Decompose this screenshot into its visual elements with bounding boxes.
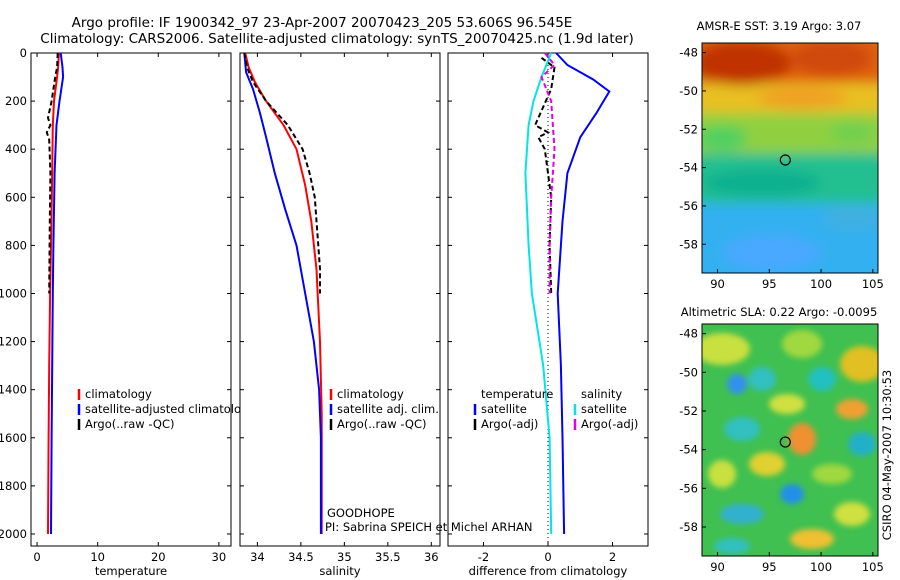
series-line <box>243 52 322 534</box>
x-tick-label: 20 <box>151 550 166 564</box>
x-tick-label: 90 <box>710 277 725 291</box>
y-tick-label: -48 <box>679 46 698 60</box>
legend-label: Argo(..raw -QC) <box>337 417 427 431</box>
y-tick-label: 1400 <box>0 383 27 397</box>
y-tick-label: -54 <box>679 443 698 457</box>
y-tick-label: 1000 <box>0 286 27 300</box>
series-line <box>47 52 60 535</box>
x-tick-label: 35.5 <box>375 550 401 564</box>
legend-label: climatology <box>337 387 404 401</box>
plot-frame <box>447 52 649 547</box>
series-line <box>555 52 611 535</box>
x-tick-label: 34.5 <box>288 550 314 564</box>
timestamp-label: CSIRO 04-May-2007 10:30:53 <box>880 370 894 541</box>
x-tick-label: 2 <box>609 550 616 564</box>
x-tick-label: 0 <box>544 550 551 564</box>
x-tick-label: 95 <box>762 560 777 574</box>
y-tick-label: -56 <box>679 481 698 495</box>
y-tick-label: 800 <box>5 238 27 252</box>
y-tick-label: -52 <box>679 122 698 136</box>
y-tick-label: 600 <box>5 190 27 204</box>
x-axis-label: temperature <box>95 564 167 578</box>
series-line <box>243 52 321 294</box>
sst-map-title: AMSR-E SST: 3.19 Argo: 3.07 <box>697 19 862 33</box>
x-tick-label: 34 <box>250 550 265 564</box>
figure-title-line2: Climatology: CARS2006. Satellite-adjuste… <box>40 31 633 47</box>
series-line <box>533 56 556 294</box>
series-line <box>45 52 59 294</box>
y-tick-label: -58 <box>679 237 698 251</box>
legend-label: Argo(-adj) <box>581 417 638 431</box>
y-tick-label: -58 <box>679 520 698 534</box>
series-line <box>524 52 553 535</box>
temperature-profile-panel: 0 200 400 600 800 1000 1200 1400 1600 1800 2000 0 10… <box>0 46 255 578</box>
x-tick-label: 105 <box>862 560 884 574</box>
x-tick-label: 0 <box>33 550 40 564</box>
y-tick-label: 1800 <box>0 479 27 493</box>
x-tick-label: 35 <box>337 550 352 564</box>
legend-label: satellite-adjusted climatology <box>85 402 255 416</box>
legend-label: satellite <box>581 402 627 416</box>
legend-header: salinity <box>581 387 622 401</box>
y-tick-label: 200 <box>5 94 27 108</box>
y-tick-label: 1200 <box>0 335 27 349</box>
x-tick-label: 36 <box>424 550 439 564</box>
series-line <box>50 52 65 535</box>
argo-location-marker <box>779 154 791 166</box>
y-tick-label: 1600 <box>0 431 27 445</box>
project-label: GOODHOPE <box>327 506 395 520</box>
y-tick-label: -54 <box>679 161 698 175</box>
sla-map-panel: Altimetric SLA: 0.22 Argo: -0.0095 <box>679 305 884 574</box>
legend-label: satellite <box>481 402 527 416</box>
series-line <box>540 52 556 294</box>
x-tick-label: 100 <box>810 277 832 291</box>
y-tick-label: 2000 <box>0 527 27 541</box>
legend-label: climatology <box>85 387 152 401</box>
plot-frame <box>30 52 232 547</box>
sst-map-panel: AMSR-E SST: 3.19 Argo: 3.07 90 95 100 105 -4… <box>679 19 884 291</box>
sla-heatmap <box>702 324 878 556</box>
sla-map-title: Altimetric SLA: 0.22 Argo: -0.0095 <box>681 305 878 319</box>
x-tick-label: 10 <box>90 550 105 564</box>
x-axis-label: difference from climatology <box>469 564 628 578</box>
y-tick-label: -50 <box>679 84 698 98</box>
x-axis-label: salinity <box>319 564 360 578</box>
map-frame <box>701 323 879 557</box>
pi-label: PI: Sabrina SPEICH et Michel ARHAN <box>325 520 533 534</box>
y-tick-label: -56 <box>679 199 698 213</box>
x-tick-label: -2 <box>478 550 489 564</box>
legend-label: Argo(-adj) <box>481 417 538 431</box>
x-tick-label: 100 <box>810 560 832 574</box>
argo-location-marker <box>779 436 791 448</box>
x-tick-label: 95 <box>762 277 777 291</box>
y-tick-label: 400 <box>5 142 27 156</box>
y-tick-label: -52 <box>679 404 698 418</box>
legend-header: temperature <box>481 387 553 401</box>
x-tick-label: 105 <box>862 277 884 291</box>
x-tick-label: 30 <box>212 550 227 564</box>
series-line <box>244 52 323 534</box>
y-tick-label: -50 <box>679 365 698 379</box>
legend-label: satellite adj. clim. <box>337 402 439 416</box>
legend-label: Argo(..raw -QC) <box>85 417 175 431</box>
plot-frame <box>239 52 441 547</box>
y-tick-label: -48 <box>679 327 698 341</box>
figure-title-line1: Argo profile: IF 1900342_97 23-Apr-2007 … <box>72 15 573 31</box>
salinity-profile-panel: 34 34.5 35 35.5 36 salinity climatologysatelli… <box>239 52 441 578</box>
x-tick-label: 90 <box>710 560 725 574</box>
y-tick-label: 0 <box>20 46 27 60</box>
map-frame <box>701 42 879 274</box>
